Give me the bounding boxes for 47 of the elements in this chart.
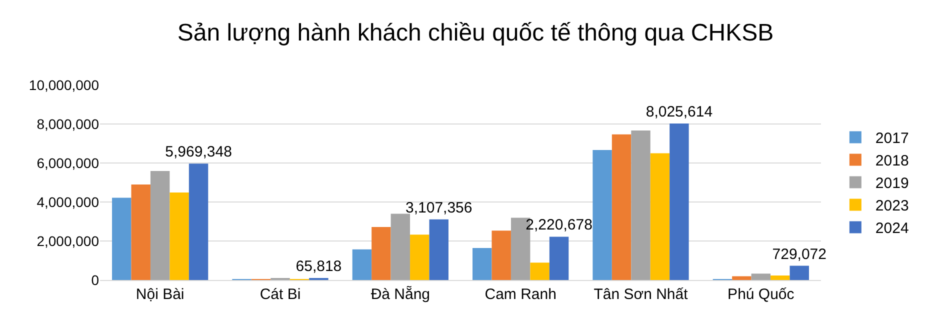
bar xyxy=(472,248,492,280)
bar xyxy=(170,192,189,280)
x-tick-label: Đà Nẵng xyxy=(370,286,430,303)
x-tick-label: Cát Bi xyxy=(260,286,301,303)
bar xyxy=(650,153,670,280)
bar xyxy=(429,219,448,280)
x-tick-label: Phú Quốc xyxy=(728,286,795,303)
bar xyxy=(770,276,790,280)
bar xyxy=(670,124,689,280)
bar xyxy=(372,226,391,280)
bar xyxy=(612,134,632,280)
data-label: 2,220,678 xyxy=(526,216,592,234)
x-tick-label: Cam Ranh xyxy=(484,286,556,303)
data-label: 729,072 xyxy=(772,246,826,263)
x-tick-label: Nội Bài xyxy=(136,286,184,303)
data-label: 65,818 xyxy=(296,258,342,275)
data-label: 8,025,614 xyxy=(646,104,713,120)
bar xyxy=(410,234,430,280)
bar xyxy=(188,164,208,280)
bar xyxy=(549,236,569,280)
bar xyxy=(732,276,752,280)
y-tick-label: 0 xyxy=(91,272,100,288)
data-label: 5,969,348 xyxy=(165,144,232,161)
chart-title: Sản lượng hành khách chiều quốc tế thông qua CHKSB xyxy=(177,19,774,46)
bar xyxy=(390,214,410,280)
legend-label: 2017 xyxy=(875,130,909,148)
y-tick-label: 8,000,000 xyxy=(36,116,100,132)
bar xyxy=(530,262,550,280)
legend-label: 2024 xyxy=(875,220,909,238)
bar xyxy=(352,249,372,280)
bar xyxy=(131,184,150,280)
legend-label: 2018 xyxy=(875,152,909,170)
data-label: 3,107,356 xyxy=(406,199,472,216)
legend-label: 2023 xyxy=(875,198,909,215)
y-tick-label: 4,000,000 xyxy=(36,194,100,210)
bar xyxy=(790,266,809,280)
legend-label: 2019 xyxy=(875,175,909,192)
bar xyxy=(631,130,650,280)
bar xyxy=(751,274,771,280)
bar xyxy=(492,230,511,280)
bar xyxy=(112,198,132,280)
bar xyxy=(592,150,612,280)
y-tick-label: 10,000,000 xyxy=(28,76,100,93)
bar xyxy=(150,171,170,280)
y-tick-label: 6,000,000 xyxy=(36,154,100,171)
y-tick-label: 2,000,000 xyxy=(36,232,100,249)
x-tick-label: Tân Sơn Nhất xyxy=(594,286,689,303)
